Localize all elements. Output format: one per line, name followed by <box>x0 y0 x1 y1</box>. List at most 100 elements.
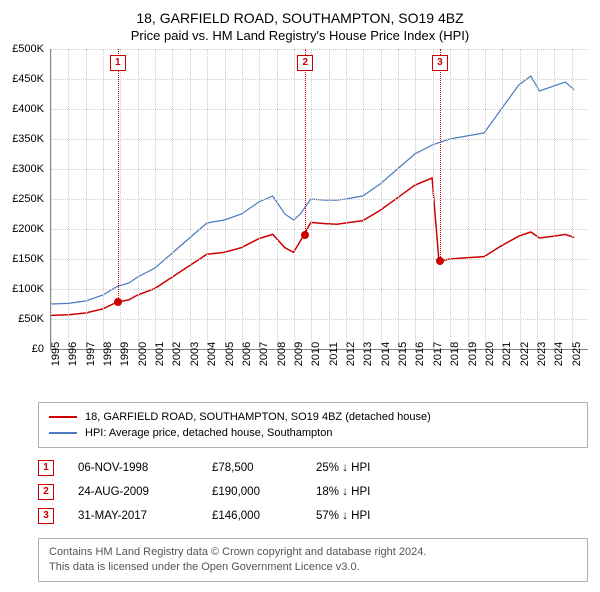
x-tick-label: 2010 <box>310 342 322 366</box>
sale-marker-dot <box>114 298 122 306</box>
gridline-v <box>311 49 312 349</box>
y-axis: £0£50K£100K£150K£200K£250K£300K£350K£400… <box>0 49 46 349</box>
x-tick-label: 2023 <box>536 342 548 366</box>
chart-area: £0£50K£100K£150K£200K£250K£300K£350K£400… <box>50 49 588 390</box>
sales-number-box: 2 <box>38 484 54 500</box>
chart-container: 18, GARFIELD ROAD, SOUTHAMPTON, SO19 4BZ… <box>0 0 600 582</box>
footer-line-1: Contains HM Land Registry data © Crown c… <box>49 545 577 560</box>
x-tick-label: 2022 <box>519 342 531 366</box>
sales-price: £190,000 <box>212 486 292 498</box>
gridline-v <box>554 49 555 349</box>
y-tick-label: £150K <box>12 253 44 265</box>
x-tick-label: 2004 <box>206 342 218 366</box>
gridline-h <box>51 79 588 80</box>
y-tick-label: £250K <box>12 193 44 205</box>
y-tick-label: £300K <box>12 163 44 175</box>
y-tick-label: £400K <box>12 103 44 115</box>
legend-label: HPI: Average price, detached house, Sout… <box>85 427 332 439</box>
gridline-v <box>68 49 69 349</box>
legend-swatch <box>49 416 77 418</box>
footer: Contains HM Land Registry data © Crown c… <box>38 538 588 582</box>
sales-row: 2 24-AUG-2009 £190,000 18% ↓ HPI <box>38 480 588 504</box>
gridline-v <box>294 49 295 349</box>
x-tick-label: 1995 <box>50 342 62 366</box>
callout-line <box>118 49 119 302</box>
gridline-h <box>51 199 588 200</box>
gridline-h <box>51 109 588 110</box>
gridline-v <box>572 49 573 349</box>
gridline-h <box>51 319 588 320</box>
y-tick-label: £0 <box>32 343 44 355</box>
y-tick-label: £450K <box>12 73 44 85</box>
y-tick-label: £200K <box>12 223 44 235</box>
gridline-v <box>485 49 486 349</box>
x-tick-label: 1996 <box>67 342 79 366</box>
gridline-h <box>51 229 588 230</box>
callout-number-box: 3 <box>432 55 448 71</box>
sales-number-box: 3 <box>38 508 54 524</box>
gridline-v <box>103 49 104 349</box>
y-tick-label: £50K <box>18 313 44 325</box>
x-tick-label: 2013 <box>362 342 374 366</box>
x-tick-label: 1998 <box>102 342 114 366</box>
x-tick-label: 2025 <box>571 342 583 366</box>
plot-area: 123 <box>50 49 588 350</box>
x-tick-label: 2002 <box>171 342 183 366</box>
x-tick-label: 2001 <box>154 342 166 366</box>
x-tick-label: 2017 <box>432 342 444 366</box>
x-tick-label: 1997 <box>85 342 97 366</box>
sales-date: 31-MAY-2017 <box>78 510 188 522</box>
gridline-v <box>172 49 173 349</box>
gridline-v <box>207 49 208 349</box>
x-tick-label: 2020 <box>484 342 496 366</box>
x-tick-label: 2006 <box>241 342 253 366</box>
gridline-v <box>537 49 538 349</box>
gridline-v <box>329 49 330 349</box>
gridline-v <box>86 49 87 349</box>
gridline-v <box>363 49 364 349</box>
sale-marker-dot <box>301 231 309 239</box>
y-tick-label: £350K <box>12 133 44 145</box>
y-tick-label: £500K <box>12 43 44 55</box>
sales-row: 106-NOV-1998£78,50025% ↓ HPI <box>38 456 588 480</box>
callout-number-box: 1 <box>110 55 126 71</box>
sales-price: £146,000 <box>212 510 292 522</box>
gridline-h <box>51 169 588 170</box>
sales-hpi-delta: 18% ↓ HPI <box>316 486 370 498</box>
gridline-v <box>242 49 243 349</box>
sales-hpi-delta: 25% ↓ HPI <box>316 462 370 474</box>
gridline-h <box>51 49 588 50</box>
sales-row: 331-MAY-2017£146,00057% ↓ HPI <box>38 504 588 528</box>
legend-swatch <box>49 432 77 434</box>
x-tick-label: 2019 <box>467 342 479 366</box>
gridline-v <box>138 49 139 349</box>
gridline-v <box>277 49 278 349</box>
legend: 18, GARFIELD ROAD, SOUTHAMPTON, SO19 4BZ… <box>38 402 588 448</box>
gridline-v <box>381 49 382 349</box>
x-tick-label: 2005 <box>224 342 236 366</box>
footer-line-2: This data is licensed under the Open Gov… <box>49 560 577 575</box>
gridline-v <box>468 49 469 349</box>
gridline-v <box>346 49 347 349</box>
chart-title: 18, GARFIELD ROAD, SOUTHAMPTON, SO19 4BZ <box>0 10 600 26</box>
chart-subtitle: Price paid vs. HM Land Registry's House … <box>0 28 600 43</box>
gridline-v <box>450 49 451 349</box>
x-tick-label: 2011 <box>328 342 340 366</box>
y-tick-label: £100K <box>12 283 44 295</box>
callout-line <box>440 49 441 261</box>
gridline-v <box>415 49 416 349</box>
legend-item: HPI: Average price, detached house, Sout… <box>49 425 577 441</box>
sale-marker-dot <box>436 257 444 265</box>
sales-date: 24-AUG-2009 <box>78 486 188 498</box>
sales-table: 106-NOV-1998£78,50025% ↓ HPI 2 24-AUG-2009… <box>38 456 588 528</box>
sales-date: 06-NOV-1998 <box>78 462 188 474</box>
x-tick-label: 2016 <box>414 342 426 366</box>
x-tick-label: 2015 <box>397 342 409 366</box>
legend-label: 18, GARFIELD ROAD, SOUTHAMPTON, SO19 4BZ… <box>85 411 431 423</box>
x-tick-label: 2018 <box>449 342 461 366</box>
x-tick-label: 1999 <box>119 342 131 366</box>
x-axis: 1995199619971998199920002001200220032004… <box>50 350 588 390</box>
x-tick-label: 2014 <box>380 342 392 366</box>
gridline-v <box>259 49 260 349</box>
gridline-v <box>520 49 521 349</box>
